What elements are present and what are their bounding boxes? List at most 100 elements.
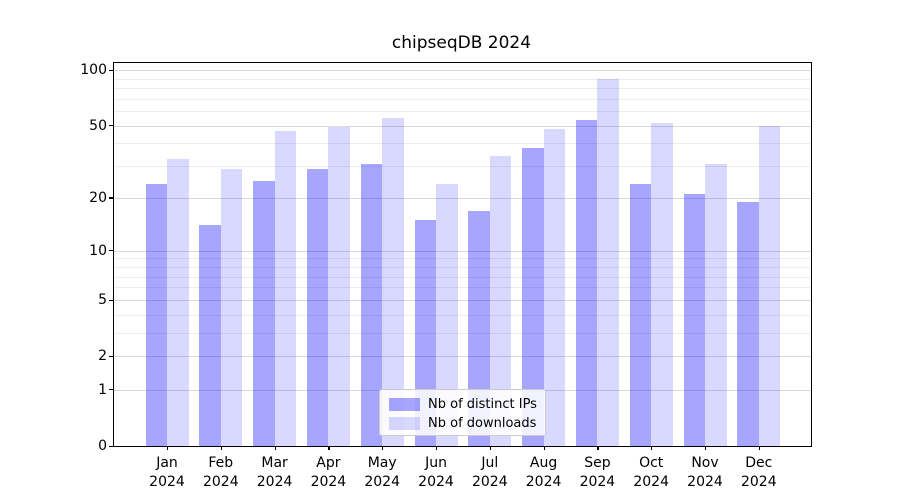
legend-label-downloads: Nb of downloads [428,416,537,431]
gridline-y-50 [114,125,811,127]
x-tick-label-month-jan: Jan [156,455,178,471]
gridline-y-40 [114,143,811,145]
x-tick-label-year-dec: 2024 [740,474,777,490]
x-tick-label-year-sep: 2024 [579,474,616,490]
x-tick-nov [705,446,707,450]
bar-downloads-dec [758,125,781,446]
gridline-y-5 [114,300,811,302]
y-tick-label-20: 20 [89,189,107,206]
bar-ips-nov [683,194,705,446]
x-tick-label-oct: Oct 2024 [621,454,681,492]
x-tick-label-year-mar: 2024 [256,474,293,490]
y-tick-label-100: 100 [80,62,107,78]
x-tick-mar [274,446,276,450]
gridline-y-2 [114,356,811,358]
bar-downloads-feb [220,168,243,446]
gridline-y-7 [114,276,811,278]
x-tick-label-month-mar: Mar [261,455,288,471]
x-tick-label-jan: Jan 2024 [137,454,197,492]
bar-ips-may [360,163,383,446]
gridline-y-10 [114,250,811,252]
x-tick-label-month-apr: Apr [316,455,341,471]
bar-ips-apr [306,168,329,446]
gridline-y-20 [114,197,811,199]
x-tick-oct [651,446,653,450]
y-tick-label-1: 1 [98,381,107,398]
bar-downloads-mar [274,130,297,446]
gridline-y-80 [114,87,811,89]
legend-label-distinct-ips: Nb of distinct IPs [428,397,537,412]
x-tick-label-year-jul: 2024 [471,474,508,490]
x-tick-label-month-aug: Aug [529,455,558,471]
bar-ips-oct [629,183,652,446]
y-tick-0 [109,445,113,447]
bar-ips-jan [145,183,167,446]
y-tick-1 [109,389,113,391]
legend-item-downloads: Nb of downloads [389,414,537,433]
y-tick-label-10: 10 [89,242,107,259]
y-tick-2 [109,355,113,358]
chart-title: chipseqDB 2024 [391,33,532,53]
y-tick-100 [109,69,113,71]
bar-downloads-nov [705,163,727,446]
x-tick-label-sep: Sep 2024 [567,454,627,492]
y-tick-label-0: 0 [98,438,107,454]
x-tick-label-year-may: 2024 [364,474,400,490]
bar-downloads-jun [436,183,458,446]
gridline-y-70 [114,98,811,100]
x-tick-label-year-feb: 2024 [202,474,239,490]
y-tick-label-2: 2 [98,348,107,365]
x-tick-jul [489,446,491,450]
gridline-y-30 [114,166,811,168]
bar-ips-dec [737,201,759,446]
gridline-y-6 [114,287,811,289]
y-tick-20 [109,197,113,199]
x-tick-label-nov: Nov 2024 [675,454,735,492]
y-tick-label-50: 50 [89,117,107,134]
x-tick-apr [328,446,330,450]
x-tick-label-month-oct: Oct [639,455,664,471]
x-tick-may [382,446,384,450]
x-tick-label-feb: Feb 2024 [191,454,251,492]
x-tick-label-year-apr: 2024 [310,474,347,490]
gridline-y-90 [114,78,811,80]
x-tick-label-month-may: May [367,455,397,471]
bar-ips-aug [522,147,544,446]
x-tick-label-month-nov: Nov [691,455,719,471]
y-tick-10 [109,250,113,252]
gridline-y-9 [114,258,811,260]
x-tick-sep [597,446,599,450]
bar-downloads-apr [328,127,350,446]
x-tick-label-year-aug: 2024 [525,474,562,490]
x-tick-feb [220,446,222,450]
y-tick-50 [109,125,113,127]
bar-downloads-jan [167,158,189,446]
x-tick-label-year-nov: 2024 [687,474,723,490]
x-tick-label-year-oct: 2024 [633,474,669,490]
x-tick-label-month-dec: Dec [745,455,773,471]
x-tick-dec [758,446,760,450]
x-tick-label-month-feb: Feb [208,455,234,471]
x-tick-label-jun: Jun 2024 [406,454,466,492]
x-tick-jan [167,446,169,450]
gridline-y-100 [114,70,811,71]
bar-ips-feb [199,225,221,446]
x-tick-label-mar: Mar 2024 [245,454,305,492]
gridline-y-60 [114,111,811,113]
legend-swatch-downloads [389,417,420,430]
x-tick-label-jul: Jul 2024 [460,454,520,492]
bar-ips-jul [468,210,490,446]
legend-item-distinct-ips: Nb of distinct IPs [389,395,537,414]
plot-area: Nb of distinct IPs Nb of downloads 100 50… [80,62,812,490]
gridline-y-3 [114,333,811,335]
x-tick-label-dec: Dec 2024 [729,454,789,492]
bar-downloads-oct [651,122,673,446]
gridline-y-4 [114,314,811,316]
x-tick-label-year-jun: 2024 [418,474,454,490]
x-tick-label-aug: Aug 2024 [514,454,574,492]
x-tick-label-year-jan: 2024 [149,474,185,490]
bar-downloads-jul [489,156,512,446]
x-tick-label-may: May 2024 [352,454,412,492]
bar-ips-mar [253,180,275,446]
